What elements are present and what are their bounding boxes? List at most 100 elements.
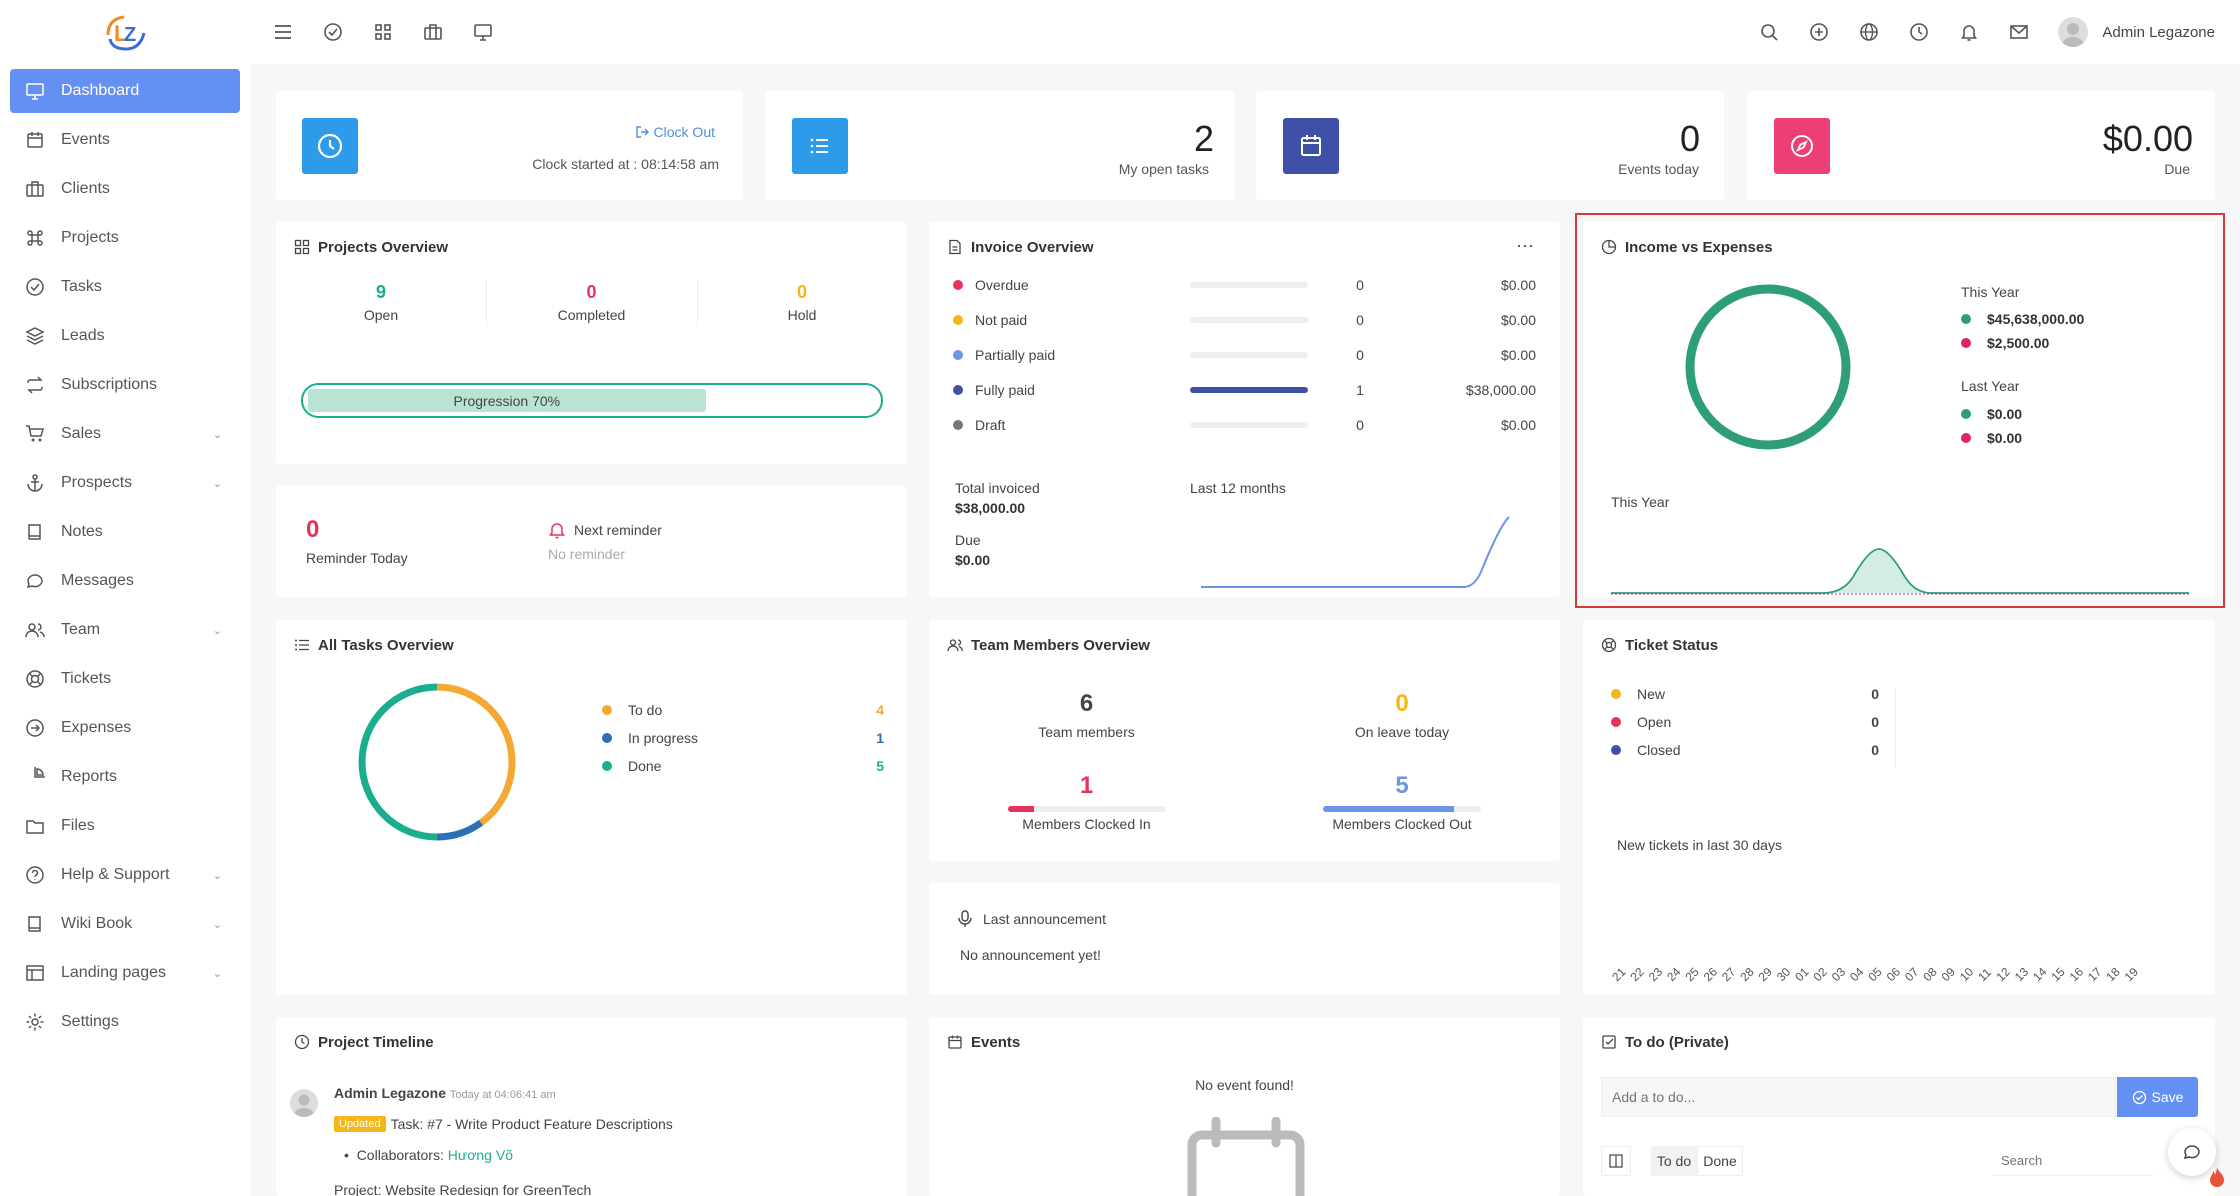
sidebar-item-files[interactable]: Files <box>10 804 240 848</box>
svg-text:Z: Z <box>124 24 136 46</box>
task-status-row[interactable]: To do 4 <box>602 702 884 718</box>
events-today-card[interactable]: 0 Events today <box>1256 91 1724 200</box>
timeline-entry-body: Updated Task: #7 - Write Product Feature … <box>334 1116 673 1132</box>
clocked-out-stat[interactable]: 5 Members Clocked Out <box>1244 772 1560 832</box>
columns-toggle[interactable] <box>1601 1146 1631 1176</box>
sidebar-item-label: Projects <box>61 229 119 246</box>
bell-icon[interactable] <box>1958 21 1980 43</box>
check-circle-icon[interactable] <box>322 21 344 43</box>
sidebar-item-projects[interactable]: Projects <box>10 216 240 260</box>
card-header: Income vs Expenses <box>1583 222 2215 272</box>
collaborator-link[interactable]: Hương Võ <box>447 1147 513 1163</box>
status-dot <box>602 733 612 743</box>
user-avatar[interactable] <box>2058 17 2089 47</box>
task-status-value: 5 <box>876 758 884 774</box>
more-options-icon[interactable]: ⋯ <box>1516 236 1535 256</box>
ticket-status-row[interactable]: New 0 <box>1611 686 1879 702</box>
sidebar-item-settings[interactable]: Settings <box>10 1000 240 1044</box>
sidebar-item-dashboard[interactable]: Dashboard <box>10 69 240 113</box>
timeline-task[interactable]: Task: #7 - Write Product Feature Descrip… <box>390 1116 673 1132</box>
day-tick-label: 10 <box>1957 965 1977 985</box>
globe-icon[interactable] <box>1858 21 1880 43</box>
team-members-stat[interactable]: 6 Team members <box>929 690 1244 740</box>
invoice-status-row[interactable]: Partially paid 0 $0.00 <box>953 345 1536 365</box>
sidebar-item-clients[interactable]: Clients <box>10 167 240 211</box>
sidebar-item-subscriptions[interactable]: Subscriptions <box>10 363 240 407</box>
day-tick-label: 15 <box>2048 965 2068 985</box>
timeline-author[interactable]: Admin Legazone <box>334 1085 447 1101</box>
command-icon <box>27 230 43 246</box>
todo-input[interactable] <box>1601 1077 2116 1117</box>
user-name[interactable]: Admin Legazone <box>2102 23 2215 41</box>
save-button[interactable]: Save <box>2117 1077 2198 1117</box>
sidebar-item-team[interactable]: Team ⌄ <box>10 608 240 652</box>
chevron-down-icon: ⌄ <box>212 624 222 637</box>
sidebar-item-notes[interactable]: Notes <box>10 510 240 554</box>
day-tick-label: 13 <box>2012 965 2032 985</box>
projects-hold[interactable]: 0 Hold <box>697 282 907 323</box>
search-icon[interactable] <box>1758 21 1780 43</box>
tab-todo[interactable]: To do <box>1651 1146 1697 1176</box>
todo-search-input[interactable] <box>1993 1146 2153 1176</box>
invoice-status-amount: $0.00 <box>1500 417 1536 433</box>
ticket-status-row[interactable]: Open 0 <box>1611 714 1879 730</box>
menu-icon[interactable] <box>272 21 294 43</box>
sidebar-item-help-support[interactable]: Help & Support ⌄ <box>10 853 240 897</box>
mail-icon[interactable] <box>2008 21 2030 43</box>
sidebar-item-reports[interactable]: Reports <box>10 755 240 799</box>
sidebar-item-wiki-book[interactable]: Wiki Book ⌄ <box>10 902 240 946</box>
status-dot <box>953 350 963 360</box>
add-circle-icon[interactable] <box>1808 21 1830 43</box>
pie-chart-icon <box>1601 239 1617 255</box>
sidebar-item-expenses[interactable]: Expenses <box>10 706 240 750</box>
sidebar-item-messages[interactable]: Messages <box>10 559 240 603</box>
clocked-in-stat[interactable]: 1 Members Clocked In <box>929 772 1244 832</box>
sidebar-item-events[interactable]: Events <box>10 118 240 162</box>
todo-card: To do (Private) Save To do Done <box>1583 1017 2215 1196</box>
income-expenses-card: Income vs Expenses This Year $45,638,000… <box>1583 222 2215 597</box>
day-tick-label: 21 <box>1609 965 1629 985</box>
ticket-status-value: 0 <box>1871 742 1879 758</box>
invoice-status-row[interactable]: Overdue 0 $0.00 <box>953 275 1536 295</box>
tab-done[interactable]: Done <box>1697 1146 1743 1176</box>
sidebar-item-tasks[interactable]: Tasks <box>10 265 240 309</box>
projects-completed-value: 0 <box>586 282 597 302</box>
check-circle-icon <box>2132 1090 2146 1104</box>
grid-icon[interactable] <box>372 21 394 43</box>
open-tasks-value: 2 <box>1193 118 1214 159</box>
day-tick-label: 29 <box>1756 965 1776 985</box>
top-bar: L Z Admin Legazone <box>0 0 2240 64</box>
help-circle-icon <box>26 866 44 884</box>
income-donut-chart <box>1685 284 1851 450</box>
sidebar-item-leads[interactable]: Leads <box>10 314 240 358</box>
invoice-status-row[interactable]: Draft 0 $0.00 <box>953 415 1536 435</box>
invoice-status-row[interactable]: Not paid 0 $0.00 <box>953 310 1536 330</box>
monitor-icon[interactable] <box>472 21 494 43</box>
sidebar-item-landing-pages[interactable]: Landing pages ⌄ <box>10 951 240 995</box>
task-status-row[interactable]: Done 5 <box>602 758 884 774</box>
app-logo[interactable]: L Z <box>0 0 250 64</box>
clock-icon[interactable] <box>1908 21 1930 43</box>
projects-hold-label: Hold <box>787 307 817 323</box>
projects-hold-value: 0 <box>796 282 807 302</box>
sidebar-item-tickets[interactable]: Tickets <box>10 657 240 701</box>
chat-button[interactable] <box>2168 1128 2216 1176</box>
briefcase-icon[interactable] <box>422 21 444 43</box>
list-icon <box>295 639 309 651</box>
compass-icon <box>1774 118 1830 174</box>
status-dot <box>1611 717 1621 727</box>
on-leave-stat[interactable]: 0 On leave today <box>1244 690 1560 740</box>
sidebar-item-prospects[interactable]: Prospects ⌄ <box>10 461 240 505</box>
clock-out-button[interactable]: Clock Out <box>635 124 715 140</box>
day-tick-label: 23 <box>1646 965 1666 985</box>
task-status-row[interactable]: In progress 1 <box>602 730 884 746</box>
ticket-status-row[interactable]: Closed 0 <box>1611 742 1879 758</box>
projects-open[interactable]: 9 Open <box>276 282 486 323</box>
sidebar-item-sales[interactable]: Sales ⌄ <box>10 412 240 456</box>
due-card[interactable]: $0.00 Due <box>1747 91 2215 200</box>
open-tasks-card[interactable]: 2 My open tasks <box>765 91 1234 200</box>
invoice-status-row[interactable]: Fully paid 1 $38,000.00 <box>953 380 1536 400</box>
avatar[interactable] <box>290 1089 318 1117</box>
projects-completed[interactable]: 0 Completed <box>486 282 697 323</box>
events-card: Events No event found! <box>929 1017 1560 1196</box>
